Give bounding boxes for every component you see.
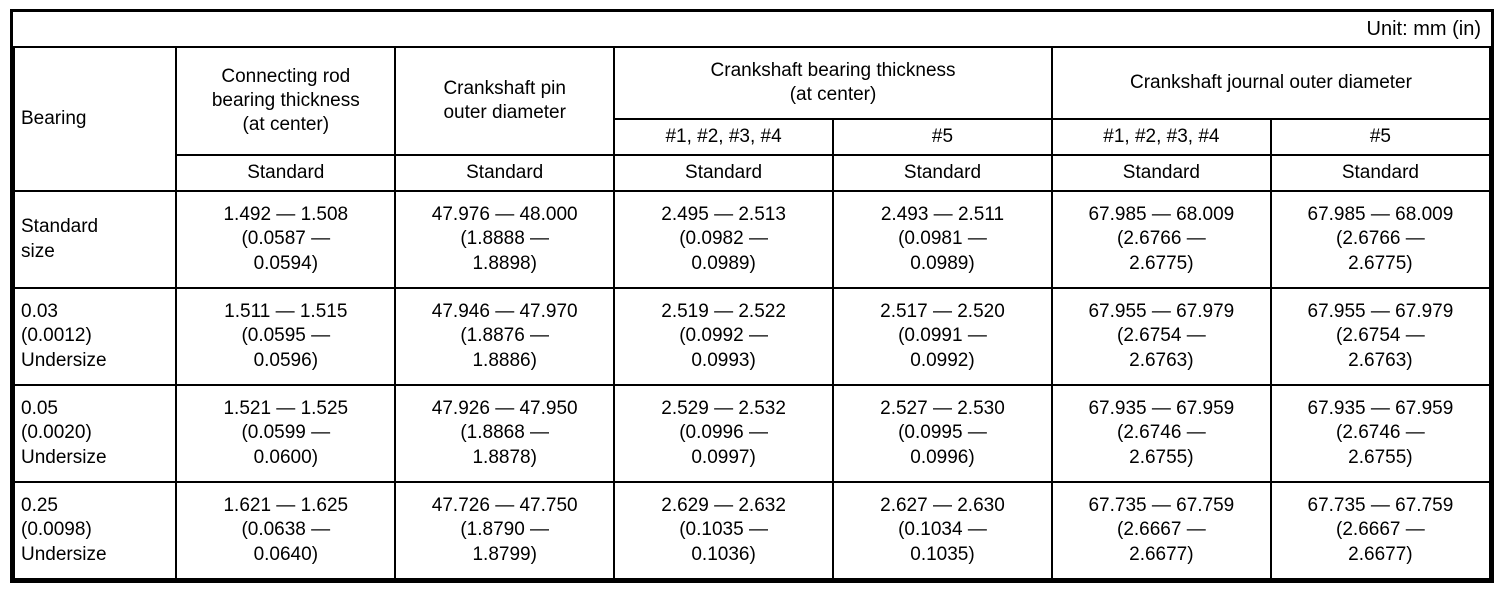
header-journal-5: #5 <box>1269 118 1492 156</box>
spec-cell: 67.955 — 67.979 (2.6754 — 2.6763) <box>1050 287 1272 386</box>
header-bearing-thickness-5: #5 <box>832 118 1053 156</box>
header-standard-conrod: Standard <box>175 154 397 192</box>
spec-cell: 67.735 — 67.759 (2.6667 — 2.6677) <box>1050 481 1272 580</box>
spec-cell: 67.735 — 67.759 (2.6667 — 2.6677) <box>1269 481 1492 580</box>
row-label-undersize-025: 0.25 (0.0098) Undersize <box>12 481 178 580</box>
spec-sheet: Unit: mm (in) Bearing Connecting rod bea… <box>10 9 1494 583</box>
spec-cell: 47.946 — 47.970 (1.8876 — 1.8886) <box>394 287 616 386</box>
table-row-undersize-003: 0.03 (0.0012) Undersize 1.511 — 1.515 (0… <box>12 287 1492 386</box>
spec-cell: 2.527 — 2.530 (0.0995 — 0.0996) <box>832 384 1053 483</box>
header-standard-journal-1-4: Standard <box>1050 154 1272 192</box>
spec-cell: 47.726 — 47.750 (1.8790 — 1.8799) <box>394 481 616 580</box>
spec-cell: 67.935 — 67.959 (2.6746 — 2.6755) <box>1050 384 1272 483</box>
row-label-standard-size: Standard size <box>12 190 178 289</box>
spec-cell: 2.519 — 2.522 (0.0992 — 0.0993) <box>613 287 835 386</box>
spec-cell: 67.935 — 67.959 (2.6746 — 2.6755) <box>1269 384 1492 483</box>
header-standard-pin: Standard <box>394 154 616 192</box>
spec-cell: 2.529 — 2.532 (0.0996 — 0.0997) <box>613 384 835 483</box>
spec-cell: 2.627 — 2.630 (0.1034 — 0.1035) <box>832 481 1053 580</box>
header-standard-journal-5: Standard <box>1269 154 1492 192</box>
spec-cell: 2.493 — 2.511 (0.0981 — 0.0989) <box>832 190 1053 289</box>
spec-cell: 47.926 — 47.950 (1.8868 — 1.8878) <box>394 384 616 483</box>
spec-cell: 1.621 — 1.625 (0.0638 — 0.0640) <box>175 481 397 580</box>
row-label-undersize-005: 0.05 (0.0020) Undersize <box>12 384 178 483</box>
table-row-standard-size: Standard size 1.492 — 1.508 (0.0587 — 0.… <box>12 190 1492 289</box>
spec-cell: 1.521 — 1.525 (0.0599 — 0.0600) <box>175 384 397 483</box>
table-row-undersize-005: 0.05 (0.0020) Undersize 1.521 — 1.525 (0… <box>12 384 1492 483</box>
header-conrod-thickness: Connecting rod bearing thickness (at cen… <box>175 46 397 156</box>
spec-cell: 2.629 — 2.632 (0.1035 — 0.1036) <box>613 481 835 580</box>
spec-cell: 67.955 — 67.979 (2.6754 — 2.6763) <box>1269 287 1492 386</box>
table-row-undersize-025: 0.25 (0.0098) Undersize 1.621 — 1.625 (0… <box>12 481 1492 580</box>
header-bearing-thickness-group: Crankshaft bearing thickness (at center) <box>613 46 1053 120</box>
unit-label: Unit: mm (in) <box>1366 17 1481 40</box>
header-standard-bearing-5: Standard <box>832 154 1053 192</box>
header-bearing-thickness-1-4: #1, #2, #3, #4 <box>613 118 835 156</box>
unit-row: Unit: mm (in) <box>13 12 1491 46</box>
header-journal-od-group: Crankshaft journal outer diameter <box>1050 46 1492 120</box>
header-journal-1-4: #1, #2, #3, #4 <box>1050 118 1272 156</box>
row-label-undersize-003: 0.03 (0.0012) Undersize <box>12 287 178 386</box>
spec-cell: 67.985 — 68.009 (2.6766 — 2.6775) <box>1269 190 1492 289</box>
header-pin-od: Crankshaft pin outer diameter <box>394 46 616 156</box>
header-bearing: Bearing <box>12 46 178 192</box>
spec-cell: 2.517 — 2.520 (0.0991 — 0.0992) <box>832 287 1053 386</box>
spec-cell: 2.495 — 2.513 (0.0982 — 0.0989) <box>613 190 835 289</box>
spec-cell: 1.492 — 1.508 (0.0587 — 0.0594) <box>175 190 397 289</box>
spec-cell: 67.985 — 68.009 (2.6766 — 2.6775) <box>1050 190 1272 289</box>
header-standard-bearing-1-4: Standard <box>613 154 835 192</box>
spec-cell: 47.976 — 48.000 (1.8888 — 1.8898) <box>394 190 616 289</box>
spec-cell: 1.511 — 1.515 (0.0595 — 0.0596) <box>175 287 397 386</box>
spec-table: Bearing Connecting rod bearing thickness… <box>12 46 1492 580</box>
